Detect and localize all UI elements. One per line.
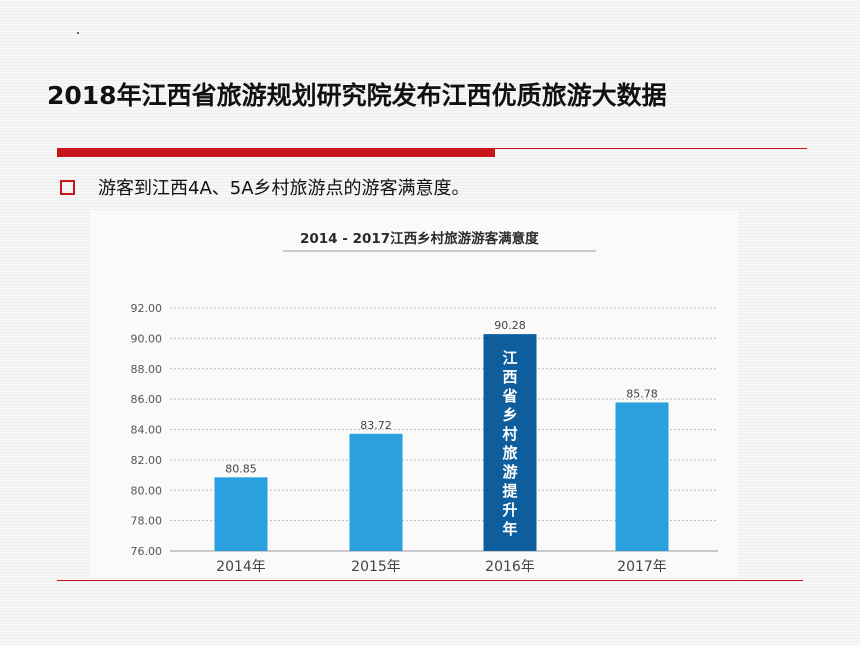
x-tick-label: 2017年 [617, 559, 667, 575]
highlight-annotation-char: 江 [502, 349, 517, 367]
bar-2014年 [214, 477, 268, 551]
highlight-annotation-char: 年 [502, 520, 517, 538]
highlight-annotation-char: 升 [502, 501, 517, 519]
slide-title: 2018年江西省旅游规划研究院发布江西优质旅游大数据 [47, 81, 667, 110]
decorative-dot [77, 32, 79, 34]
y-tick-label: 84.00 [131, 424, 163, 437]
data-label: 83.72 [360, 419, 392, 432]
highlight-annotation-char: 西 [502, 368, 517, 386]
x-tick-label: 2014年 [216, 559, 266, 575]
y-tick-label: 90.00 [131, 332, 163, 345]
y-tick-label: 86.00 [131, 393, 163, 406]
bottom-divider [57, 580, 803, 581]
y-tick-label: 88.00 [131, 363, 163, 376]
highlight-annotation-char: 提 [502, 482, 518, 500]
data-label: 90.28 [494, 319, 526, 332]
highlight-annotation-char: 省 [501, 387, 517, 405]
square-bullet-icon [60, 180, 75, 195]
bar-2017年 [615, 402, 669, 551]
highlight-annotation-char: 乡 [502, 406, 517, 424]
x-tick-label: 2015年 [351, 559, 401, 575]
x-tick-label: 2016年 [485, 559, 535, 575]
y-tick-label: 92.00 [131, 302, 163, 315]
data-label: 80.85 [225, 462, 257, 475]
y-tick-label: 78.00 [131, 515, 163, 528]
highlight-annotation-char: 游 [502, 463, 517, 481]
bar-2015年 [349, 433, 403, 551]
data-label: 85.78 [626, 387, 658, 400]
y-tick-label: 76.00 [131, 545, 163, 558]
bar-chart: 2014 - 2017江西乡村旅游游客满意度 76.00 78.00 80.00 82.… [131, 230, 718, 575]
title-underline-thick [57, 148, 495, 157]
chart-title: 2014 - 2017江西乡村旅游游客满意度 [300, 230, 539, 247]
y-tick-label: 82.00 [131, 454, 163, 467]
bar-2016年 [483, 334, 537, 551]
chart-panel: 2014 - 2017江西乡村旅游游客满意度 76.00 78.00 80.00 82.… [90, 211, 738, 578]
highlight-annotation-char: 旅 [502, 444, 517, 462]
bullet-text: 游客到江西4A、5A乡村旅游点的游客满意度。 [98, 178, 470, 199]
y-tick-label: 80.00 [131, 484, 163, 497]
highlight-annotation-char: 村 [502, 425, 517, 443]
title-underline-thin [495, 148, 807, 149]
